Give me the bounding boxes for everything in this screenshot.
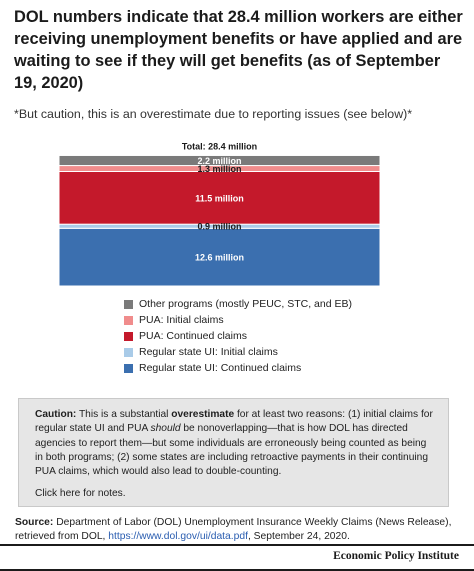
caution-box: Caution: This is a substantial overestim… [18,398,449,507]
data-label-3: 11.5 million [195,193,244,203]
legend-item-2: PUA: Initial claims [124,312,352,328]
data-label-5: 2.2 million [197,156,241,166]
legend-item-5: Regular state UI: Continued claims [124,360,352,376]
chart-title: DOL numbers indicate that 28.4 million w… [14,8,463,92]
legend-label: Regular state UI: Continued claims [139,362,302,374]
stacked-bar-chart: 12.6 million 0.9 million 11.5 million 1.3 m… [58,141,381,287]
legend-swatch [124,331,133,341]
footer-rule [0,544,474,546]
legend-swatch [124,315,133,325]
chart-subtitle: *But caution, this is an overestimate du… [14,107,413,121]
legend-swatch [124,347,133,357]
legend-label: PUA: Initial claims [139,314,224,326]
legend-swatch [124,363,133,373]
source-note: Source: Department of Labor (DOL) Unempl… [15,517,452,542]
data-label-4: 1.3 million [197,164,241,174]
bar-segment-3 [58,171,381,225]
legend-swatch [124,299,133,309]
data-label-1: 12.6 million [195,253,244,263]
legend-label: Regular state UI: Initial claims [139,346,278,358]
chart-legend: Other programs (mostly PEUC, STC, and EB… [124,296,352,376]
legend-label: Other programs (mostly PEUC, STC, and EB… [139,298,352,310]
legend-item-3: PUA: Continued claims [124,328,352,344]
brand-logo: Economic Policy Institute [333,550,459,562]
legend-label: PUA: Continued claims [139,330,247,342]
bar-segment-5 [58,154,381,167]
caution-text: Caution: This is a substantial overestim… [35,409,433,478]
notes-link[interactable]: Click here for notes. [35,488,126,500]
bottom-rule [0,569,474,571]
legend-item-1: Other programs (mostly PEUC, STC, and EB… [124,296,352,312]
legend-item-4: Regular state UI: Initial claims [124,344,352,360]
bar-segment-1 [58,227,381,287]
total-label: Total: 28.4 million [182,141,257,151]
data-label-2: 0.9 million [197,222,241,232]
source-link[interactable]: https://www.dol.gov/ui/data.pdf [108,531,248,542]
